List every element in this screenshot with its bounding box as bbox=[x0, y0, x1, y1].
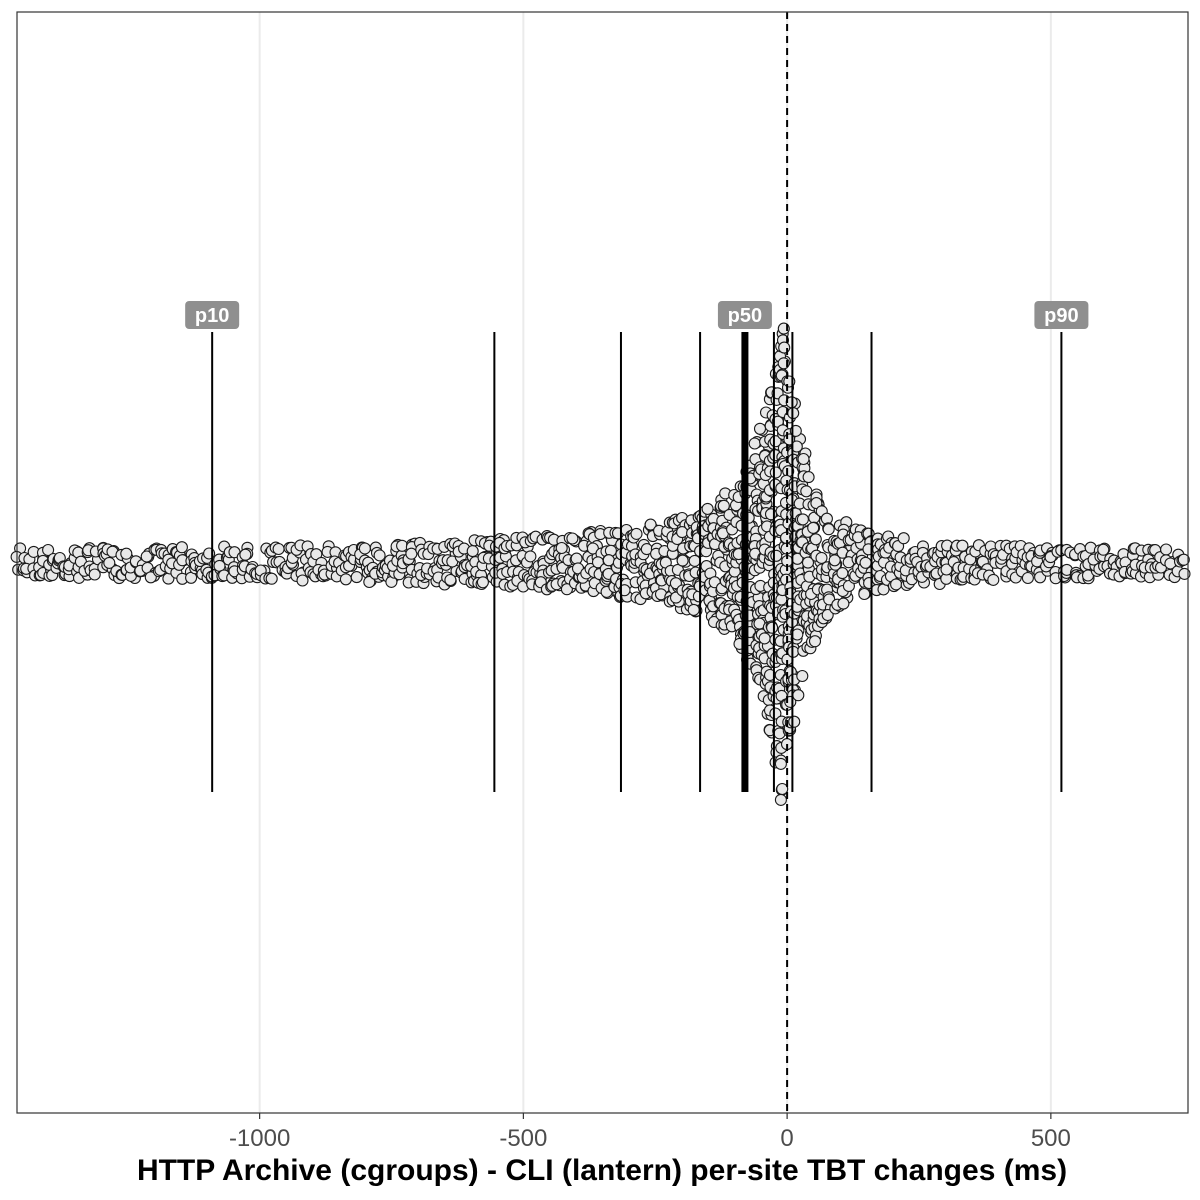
data-point bbox=[1177, 553, 1190, 566]
data-point bbox=[774, 793, 787, 806]
data-point bbox=[821, 608, 834, 622]
percentile-label-box bbox=[1034, 301, 1089, 329]
percentile-label: p50 bbox=[728, 305, 762, 327]
data-point bbox=[769, 707, 782, 720]
data-point bbox=[836, 567, 849, 580]
data-point bbox=[792, 689, 805, 702]
data-point bbox=[272, 542, 285, 556]
data-point bbox=[175, 541, 188, 554]
data-point bbox=[809, 533, 822, 546]
data-point bbox=[476, 576, 489, 589]
data-point bbox=[358, 542, 371, 555]
data-point bbox=[796, 513, 809, 526]
data-point bbox=[815, 551, 828, 564]
data-point bbox=[770, 549, 783, 562]
data-point bbox=[956, 539, 969, 552]
data-point bbox=[524, 550, 537, 563]
data-point bbox=[405, 547, 418, 560]
data-point bbox=[566, 532, 579, 545]
data-point bbox=[797, 452, 810, 466]
data-point bbox=[802, 471, 815, 484]
data-point bbox=[144, 571, 157, 584]
data-point bbox=[800, 485, 813, 498]
data-point bbox=[466, 545, 479, 558]
x-tick-label: 500 bbox=[1031, 1125, 1071, 1152]
data-point bbox=[1160, 543, 1173, 556]
data-point bbox=[766, 621, 779, 634]
data-point bbox=[774, 757, 787, 770]
data-point bbox=[644, 518, 657, 531]
data-point bbox=[717, 499, 730, 512]
percentile-labels: p10 p50 p90 bbox=[185, 301, 1089, 329]
data-point bbox=[753, 422, 767, 435]
data-point bbox=[788, 715, 801, 728]
data-point bbox=[140, 550, 153, 563]
data-point bbox=[822, 523, 835, 536]
data-point bbox=[239, 548, 252, 561]
percentile-label-box bbox=[717, 301, 772, 329]
data-point bbox=[701, 502, 714, 515]
data-point bbox=[842, 579, 855, 593]
data-point bbox=[776, 782, 789, 796]
x-tick-label: -1000 bbox=[229, 1125, 290, 1152]
x-tick-label: -500 bbox=[499, 1125, 547, 1152]
panel-border bbox=[16, 11, 1189, 1114]
data-point bbox=[897, 532, 910, 545]
data-point bbox=[1097, 543, 1110, 556]
data-point bbox=[630, 527, 643, 540]
data-point bbox=[808, 635, 822, 648]
data-point bbox=[807, 521, 820, 534]
data-point bbox=[790, 440, 803, 453]
data-point bbox=[858, 587, 871, 601]
data-point bbox=[396, 539, 409, 552]
data-point bbox=[828, 554, 841, 567]
data-point bbox=[987, 573, 1000, 586]
data-point bbox=[373, 549, 386, 562]
data-point bbox=[339, 573, 352, 586]
data-point bbox=[940, 563, 953, 576]
data-point bbox=[1021, 571, 1034, 585]
percentile-lines bbox=[211, 332, 1063, 792]
data-point bbox=[296, 574, 309, 587]
data-point bbox=[103, 556, 116, 569]
data-point bbox=[687, 603, 700, 616]
data-point bbox=[1178, 567, 1191, 580]
data-point bbox=[88, 568, 101, 581]
percentile-label-box bbox=[185, 301, 240, 329]
data-point bbox=[42, 543, 55, 557]
data-point bbox=[120, 547, 133, 560]
data-point bbox=[570, 552, 583, 565]
x-axis: -1000 -500 0 500 bbox=[229, 1113, 1071, 1152]
data-point bbox=[769, 435, 782, 448]
data-point bbox=[758, 632, 771, 645]
data-point bbox=[363, 575, 376, 589]
x-axis-title: HTTP Archive (cgroups) - CLI (lantern) p… bbox=[137, 1154, 1067, 1187]
percentile-label: p90 bbox=[1044, 305, 1078, 327]
data-point bbox=[676, 554, 689, 567]
data-point bbox=[560, 583, 573, 596]
data-point bbox=[801, 556, 815, 569]
data-point bbox=[748, 437, 761, 450]
data-point bbox=[444, 573, 457, 587]
data-point bbox=[688, 554, 701, 567]
data-point bbox=[265, 572, 278, 585]
data-point bbox=[791, 628, 804, 641]
data-point bbox=[796, 669, 809, 683]
percentile-label: p10 bbox=[195, 305, 229, 327]
data-point bbox=[837, 597, 850, 610]
data-point bbox=[350, 571, 363, 584]
data-point bbox=[555, 541, 568, 555]
x-tick-label: 0 bbox=[780, 1125, 793, 1152]
